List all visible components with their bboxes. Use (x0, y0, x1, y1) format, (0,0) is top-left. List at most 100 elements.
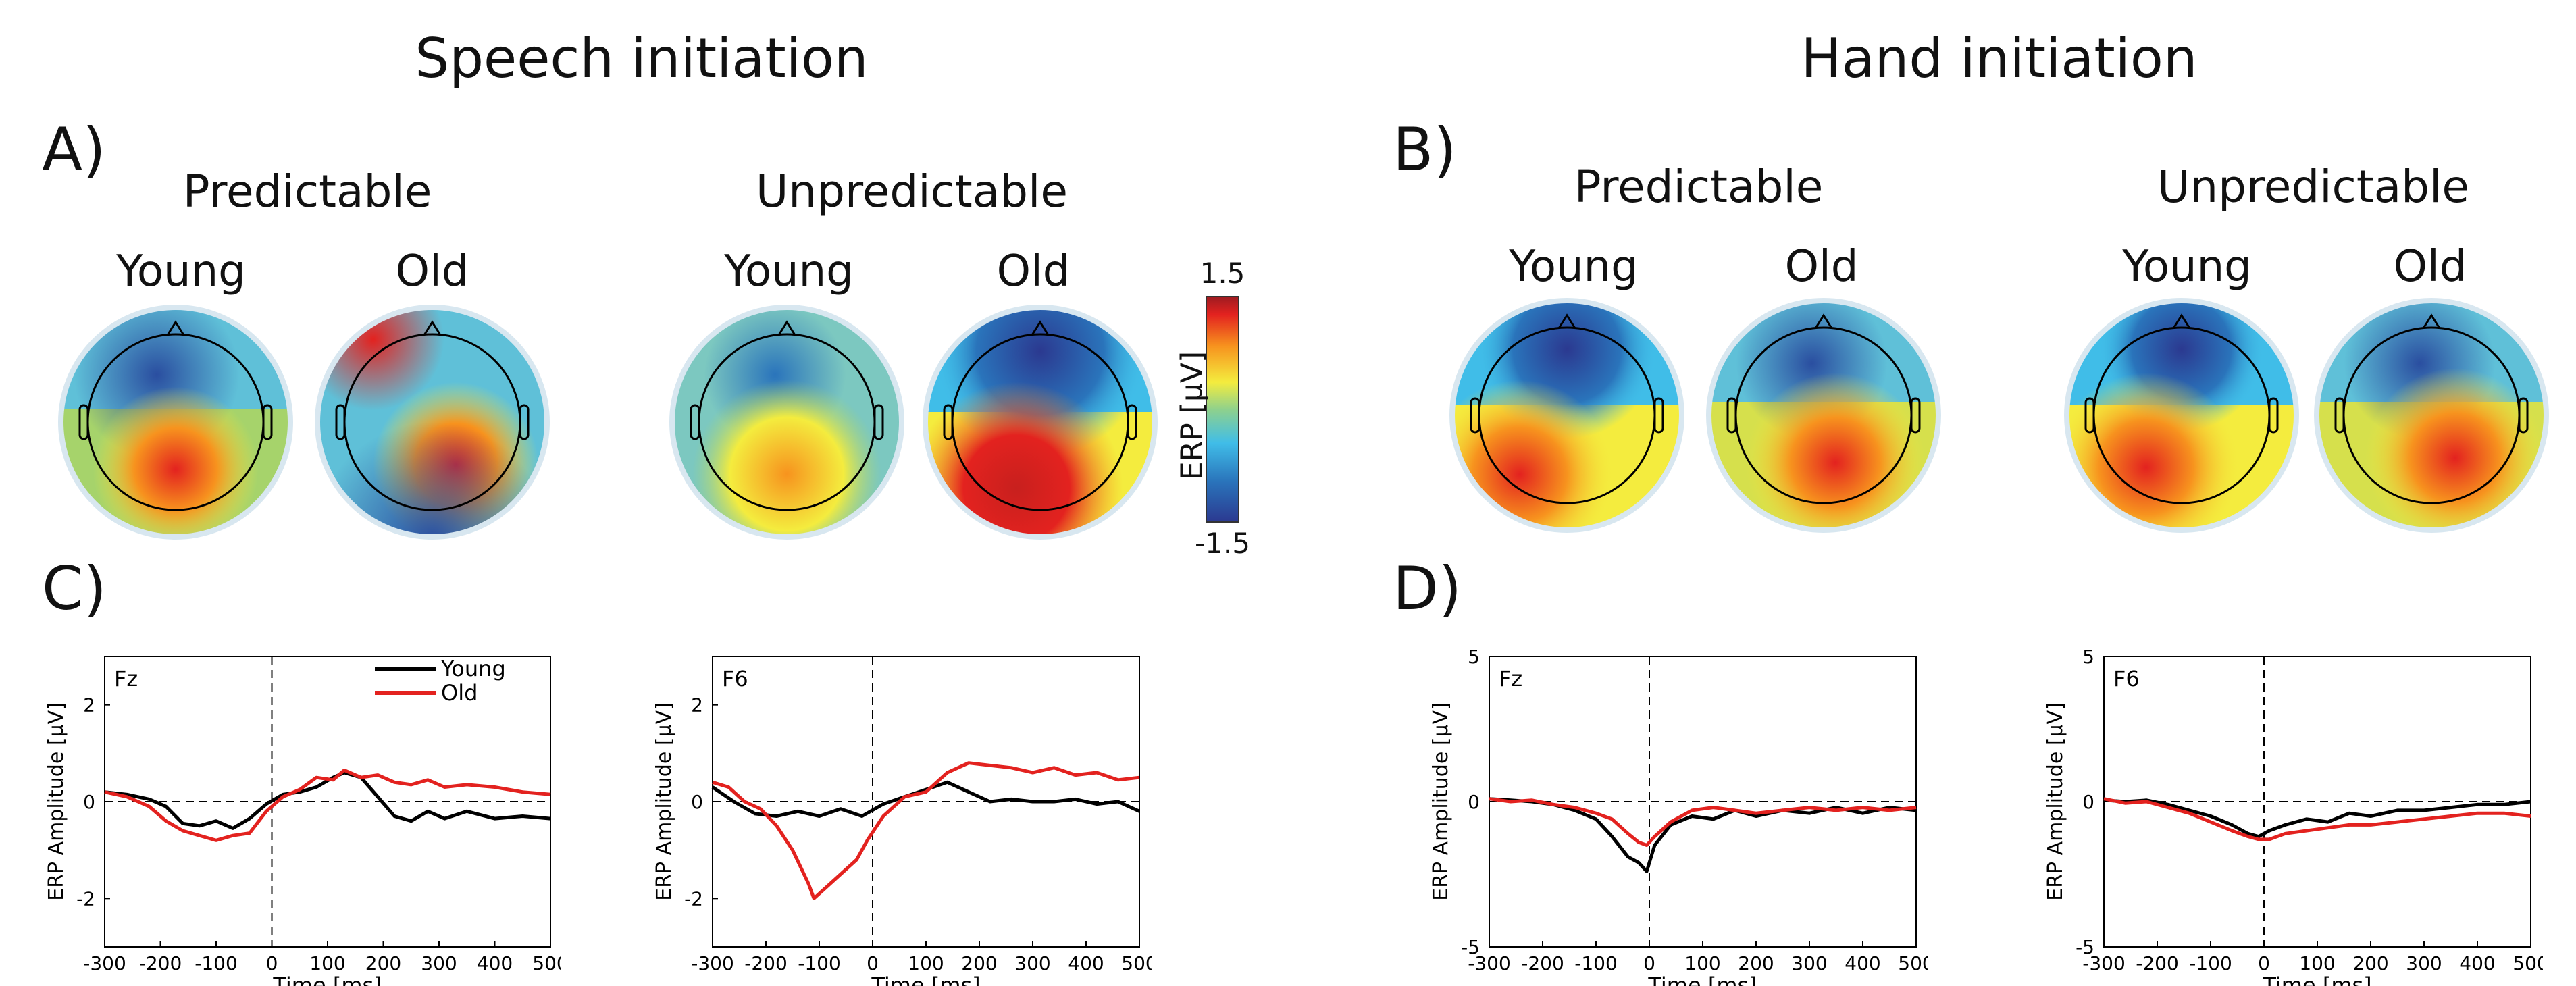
series-line-old (1489, 799, 1916, 846)
topomap-hand-predictable-young (1449, 297, 1685, 534)
y-axis-label: ERP Amplitude [µV] (652, 702, 676, 901)
group-label-old: Old (997, 246, 1071, 296)
x-tick-label: -200 (139, 952, 182, 975)
y-axis-label: ERP Amplitude [µV] (45, 702, 68, 901)
x-tick-label: -100 (2189, 952, 2232, 975)
series-line-young (713, 782, 1139, 816)
x-tick-label: 400 (2459, 952, 2495, 975)
y-tick-label: 0 (2082, 791, 2094, 813)
x-axis-label: Time [ms] (1647, 972, 1757, 986)
x-tick-label: 100 (2299, 952, 2335, 975)
hand-predictable-title: Predictable (1574, 161, 1824, 213)
x-tick-label: -100 (195, 952, 238, 975)
group-label-young: Young (1509, 242, 1639, 292)
topomap-speech-unpredictable-young (669, 304, 905, 540)
panel-b-label: B) (1393, 115, 1457, 184)
colorbar-min-label: -1.5 (1182, 527, 1263, 560)
group-label-young: Young (2122, 242, 2252, 292)
channel-label: F6 (2113, 666, 2140, 692)
group-label-young: Young (116, 246, 246, 296)
x-axis-label: Time [ms] (272, 972, 382, 986)
x-tick-label: 100 (1684, 952, 1720, 975)
panel-a-label: A) (42, 115, 106, 184)
x-tick-label: -100 (1574, 952, 1618, 975)
group-label-young: Young (724, 246, 854, 296)
colorbar-gradient (1206, 296, 1239, 523)
group-label-old: Old (1785, 242, 1859, 292)
y-tick-label: -5 (1461, 936, 1480, 958)
x-tick-label: -300 (691, 952, 734, 975)
x-axis-label: Time [ms] (871, 972, 980, 986)
y-tick-label: 2 (691, 694, 703, 717)
speech-unpredictable-title: Unpredictable (756, 165, 1068, 217)
x-tick-label: -100 (798, 952, 841, 975)
x-tick-label: 200 (1738, 952, 1774, 975)
y-tick-label: -5 (2076, 936, 2094, 958)
group-label-old: Old (2394, 242, 2467, 292)
x-tick-label: 500 (1898, 952, 1928, 975)
y-tick-label: 0 (691, 791, 703, 813)
x-tick-label: 100 (309, 952, 345, 975)
x-tick-label: 0 (266, 952, 278, 975)
y-axis-label: ERP Amplitude [µV] (1429, 702, 1453, 901)
legend-label-young: Young (440, 656, 506, 681)
x-tick-label: 200 (365, 952, 401, 975)
x-tick-label: -200 (1521, 952, 1564, 975)
group-label-old: Old (396, 246, 469, 296)
x-tick-label: 200 (2352, 952, 2388, 975)
series-line-young (2104, 800, 2531, 837)
series-line-old (713, 763, 1139, 899)
x-tick-label: 400 (1845, 952, 1880, 975)
x-tick-label: 0 (1643, 952, 1655, 975)
x-tick-label: 300 (1014, 952, 1050, 975)
x-tick-label: 0 (2258, 952, 2270, 975)
channel-label: F6 (722, 666, 748, 692)
colorbar-axis-label: ERP [µV] (1175, 348, 1210, 484)
topomap-speech-predictable-young (57, 304, 294, 540)
x-tick-label: -300 (83, 952, 126, 975)
topomap-hand-predictable-old (1705, 297, 1942, 534)
plot-frame (1489, 656, 1916, 947)
x-tick-label: 400 (1068, 952, 1104, 975)
channel-label: Fz (114, 666, 138, 692)
y-tick-label: 5 (2082, 646, 2094, 668)
speech-section-title: Speech initiation (415, 27, 868, 90)
panel-c-label: C) (42, 554, 107, 623)
x-tick-label: -200 (744, 952, 788, 975)
x-tick-label: 200 (961, 952, 997, 975)
x-tick-label: 300 (2406, 952, 2442, 975)
plot-frame (713, 656, 1139, 947)
y-axis-label: ERP Amplitude [µV] (2044, 702, 2067, 901)
x-tick-label: 300 (421, 952, 457, 975)
erp-chart-speech-f6: -300 -200 -100 0 100 200 300 400 500 -2 0 2 Time [ms… (638, 642, 1152, 986)
series-line-old (105, 770, 550, 840)
channel-label: Fz (1499, 666, 1522, 692)
x-tick-label: 500 (1121, 952, 1152, 975)
hand-unpredictable-title: Unpredictable (2157, 161, 2469, 213)
colorbar-max-label: 1.5 (1182, 257, 1263, 290)
erp-chart-hand-fz: -300 -200 -100 0 100 200 300 400 500 -5 0 5 Time [ms… (1415, 642, 1928, 986)
speech-predictable-title: Predictable (183, 165, 432, 217)
legend-label-old: Old (441, 680, 478, 706)
colorbar: 1.5 -1.5 ERP [µV] (1182, 257, 1317, 567)
topomap-hand-unpredictable-young (2063, 297, 2300, 534)
topomap-hand-unpredictable-old (2313, 297, 2550, 534)
y-tick-label: 2 (83, 694, 95, 717)
series-line-young (105, 773, 550, 828)
x-tick-label: 500 (532, 952, 561, 975)
x-tick-label: 300 (1791, 952, 1827, 975)
panel-d-label: D) (1393, 554, 1462, 623)
x-tick-label: 0 (867, 952, 879, 975)
x-tick-label: 500 (2513, 952, 2543, 975)
x-tick-label: 400 (477, 952, 513, 975)
erp-chart-hand-f6: -300 -200 -100 0 100 200 300 400 500 -5 0 5 Time [ms… (2030, 642, 2543, 986)
x-axis-label: Time [ms] (2262, 972, 2371, 986)
y-tick-label: -2 (76, 887, 95, 910)
hand-section-title: Hand initiation (1801, 27, 2197, 90)
y-tick-label: -2 (684, 887, 703, 910)
erp-chart-speech-fz: -300 -200 -100 0 100 200 300 400 500 -2 0 2 Time [ms… (27, 642, 561, 986)
y-tick-label: 0 (83, 791, 95, 813)
y-tick-label: 5 (1468, 646, 1480, 668)
x-tick-label: 100 (908, 952, 944, 975)
plot-frame (2104, 656, 2531, 947)
